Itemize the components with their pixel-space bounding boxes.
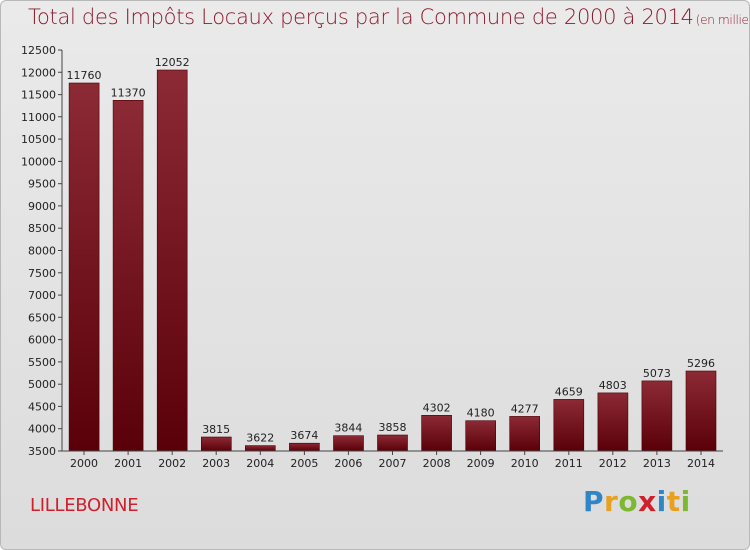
y-tick-label: 7500: [28, 267, 56, 280]
y-tick-label: 8500: [28, 222, 56, 235]
y-tick-label: 11500: [21, 89, 56, 102]
data-label: 4803: [599, 379, 627, 392]
data-label: 3622: [246, 432, 274, 445]
logo-letter: x: [638, 485, 657, 518]
data-label: 3815: [202, 423, 230, 436]
y-tick-label: 4000: [28, 423, 56, 436]
x-tick-label: 2011: [555, 457, 583, 470]
x-tick-label: 2013: [643, 457, 671, 470]
x-tick-label: 2012: [599, 457, 627, 470]
data-label: 4659: [555, 385, 583, 398]
bar: [641, 380, 673, 452]
logo-letter: P: [583, 485, 605, 518]
bar: [421, 414, 452, 452]
x-tick-label: 2002: [158, 457, 186, 470]
y-tick-label: 7000: [28, 289, 56, 302]
logo-letter: o: [618, 485, 639, 518]
y-tick-label: 8000: [28, 245, 56, 258]
bar: [333, 435, 364, 452]
x-tick-label: 2000: [70, 457, 98, 470]
bar: [509, 416, 541, 452]
logo-letter: i: [656, 485, 667, 518]
x-tick-label: 2014: [687, 457, 715, 470]
data-label: 4302: [423, 401, 451, 414]
data-label: 11760: [67, 69, 102, 82]
bar: [465, 420, 497, 452]
bar: [201, 436, 232, 452]
y-tick-label: 6000: [28, 334, 56, 347]
y-tick-label: 9500: [28, 178, 56, 191]
y-tick-label: 6500: [28, 311, 56, 324]
data-label: 3844: [334, 422, 362, 435]
data-label: 5073: [643, 367, 671, 380]
y-tick-label: 5000: [28, 378, 56, 391]
x-tick-label: 2009: [467, 457, 495, 470]
bar: [112, 100, 144, 452]
x-tick-label: 2006: [334, 457, 362, 470]
bar: [685, 370, 717, 452]
x-tick-label: 2008: [423, 457, 451, 470]
x-tick-label: 2003: [202, 457, 230, 470]
data-label: 4277: [511, 402, 539, 415]
y-tick-label: 12500: [21, 44, 56, 57]
y-tick-label: 9000: [28, 200, 56, 213]
x-tick-label: 2005: [290, 457, 318, 470]
y-tick-label: 12000: [21, 66, 56, 79]
bar: [156, 69, 188, 452]
data-label: 3858: [379, 421, 407, 434]
y-tick-label: 3500: [28, 445, 56, 458]
x-tick-label: 2004: [246, 457, 274, 470]
bar: [597, 392, 629, 452]
data-label: 11370: [111, 86, 146, 99]
bar: [377, 434, 408, 452]
x-tick-label: 2010: [511, 457, 539, 470]
y-tick-label: 5500: [28, 356, 56, 369]
bar: [68, 82, 100, 452]
logo-letter: r: [604, 485, 619, 518]
y-tick-label: 4500: [28, 400, 56, 413]
y-tick-label: 10500: [21, 133, 56, 146]
data-label: 12052: [155, 56, 190, 69]
y-tick-label: 11000: [21, 111, 56, 124]
commune-name: LILLEBONNE: [30, 495, 139, 516]
title-unit: (en milliers d'€): [695, 13, 749, 27]
data-label: 3674: [290, 429, 318, 442]
chart-title: Total des Impôts Locaux perçus par la Co…: [28, 5, 749, 29]
y-tick-label: 10000: [21, 155, 56, 168]
data-label: 5296: [687, 357, 715, 370]
bar: [289, 442, 320, 452]
data-label: 4180: [467, 407, 495, 420]
x-tick-label: 2007: [379, 457, 407, 470]
logo-letter: t: [666, 485, 681, 518]
x-tick-label: 2001: [114, 457, 142, 470]
logo-letter: i: [680, 485, 691, 518]
bar: [553, 399, 585, 452]
bar: [245, 445, 276, 452]
proxiti-logo: Proxiti: [583, 485, 691, 518]
